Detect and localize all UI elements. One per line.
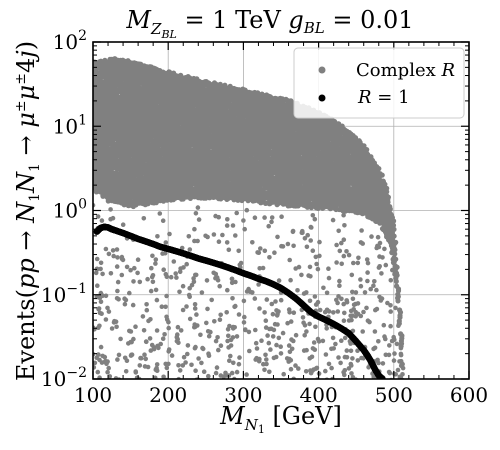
scatter-layer: [93, 56, 406, 379]
chart-title: MZBL = 1 TeV gBL = 0.01: [125, 6, 413, 41]
